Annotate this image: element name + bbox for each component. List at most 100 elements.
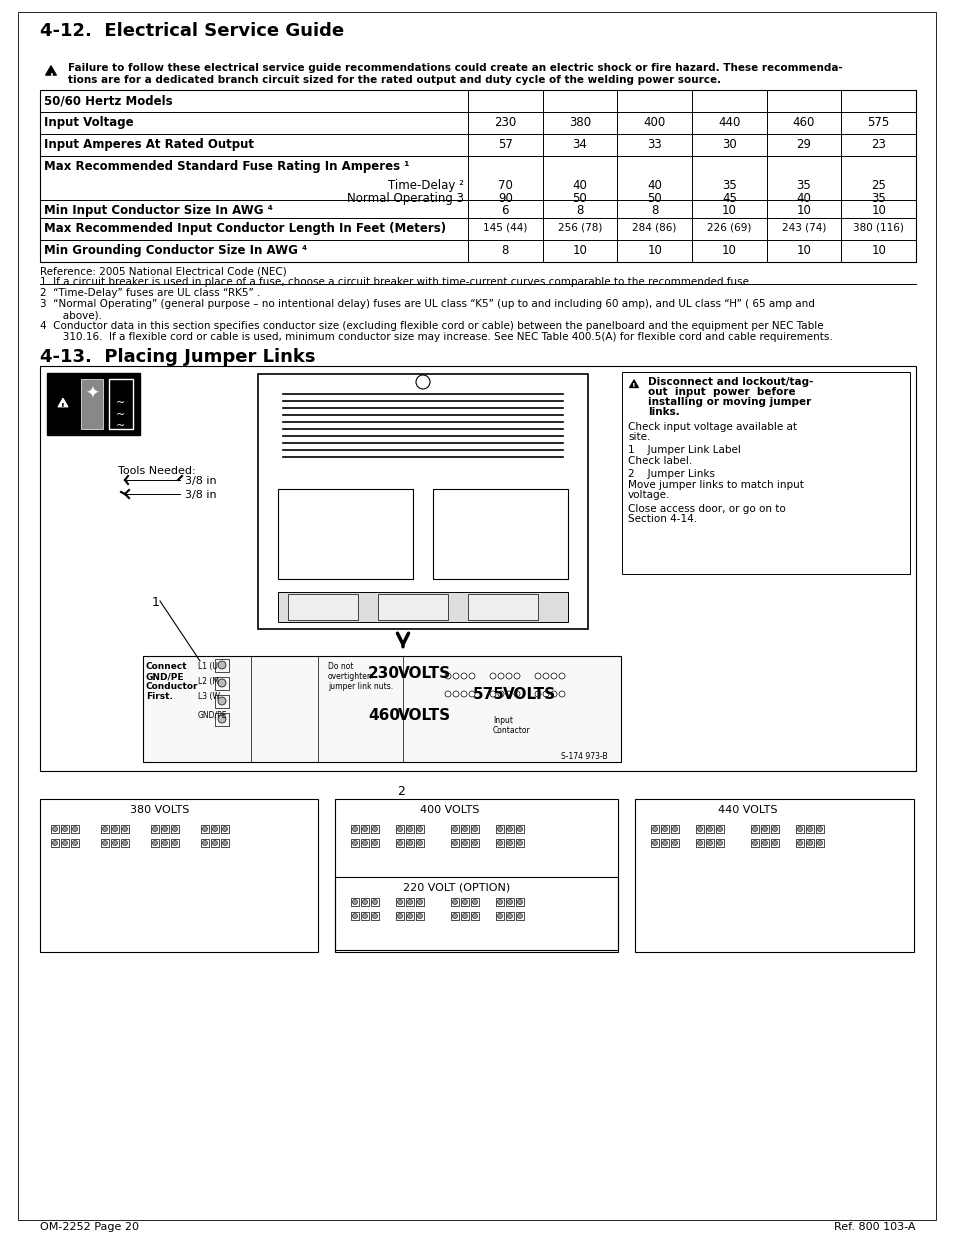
Bar (288, 594, 357, 620)
Circle shape (517, 914, 522, 919)
Text: 10: 10 (721, 245, 736, 257)
Text: !: ! (632, 384, 635, 393)
Text: 29: 29 (796, 138, 811, 151)
Circle shape (772, 841, 777, 846)
Bar (406, 839, 414, 847)
Text: 3  “Normal Operating” (general purpose – no intentional delay) fuses are UL clas: 3 “Normal Operating” (general purpose – … (40, 299, 814, 309)
Circle shape (362, 899, 367, 904)
Circle shape (452, 841, 457, 846)
Circle shape (558, 692, 564, 697)
Bar (805, 839, 813, 847)
Circle shape (397, 914, 402, 919)
Bar (51, 825, 59, 832)
Polygon shape (46, 65, 56, 75)
Circle shape (652, 826, 657, 831)
Text: 380 (116): 380 (116) (852, 222, 903, 232)
Circle shape (661, 826, 667, 831)
Bar (496, 839, 503, 847)
Bar (51, 839, 59, 847)
Bar (696, 839, 703, 847)
Bar (121, 825, 129, 832)
Bar (143, 656, 620, 762)
Bar (395, 898, 403, 906)
Bar (770, 839, 779, 847)
Bar (416, 839, 423, 847)
Text: 575: 575 (473, 687, 504, 701)
Bar (496, 911, 503, 920)
Text: L3 (W: L3 (W (198, 692, 220, 701)
Circle shape (102, 826, 108, 831)
Circle shape (52, 826, 57, 831)
Circle shape (517, 826, 522, 831)
Circle shape (472, 826, 477, 831)
Circle shape (472, 841, 477, 846)
Circle shape (551, 692, 557, 697)
Circle shape (444, 692, 451, 697)
Polygon shape (58, 398, 68, 406)
Circle shape (507, 914, 512, 919)
Text: links.: links. (647, 408, 679, 417)
Text: L2 (M: L2 (M (198, 677, 219, 685)
Text: 226 (69): 226 (69) (706, 222, 751, 232)
Bar (471, 825, 478, 832)
Text: 90: 90 (497, 191, 512, 205)
Bar (47, 373, 140, 435)
Circle shape (517, 899, 522, 904)
Circle shape (162, 826, 168, 831)
Text: 575: 575 (866, 116, 889, 128)
Bar (460, 911, 469, 920)
Bar (161, 825, 169, 832)
Text: 460: 460 (792, 116, 814, 128)
Circle shape (152, 841, 157, 846)
Bar (71, 825, 79, 832)
Bar (171, 839, 179, 847)
Text: 1: 1 (152, 597, 160, 609)
Circle shape (352, 914, 357, 919)
Bar (496, 825, 503, 832)
Text: Tools Needed:: Tools Needed: (118, 466, 195, 475)
Bar (360, 839, 369, 847)
Bar (505, 825, 514, 832)
Circle shape (490, 673, 496, 679)
Bar (101, 825, 109, 832)
Text: 4-12.  Electrical Service Guide: 4-12. Electrical Service Guide (40, 22, 344, 40)
Circle shape (202, 841, 208, 846)
Circle shape (72, 841, 77, 846)
Text: !: ! (50, 74, 54, 83)
Circle shape (372, 899, 377, 904)
Circle shape (490, 692, 496, 697)
Circle shape (672, 841, 677, 846)
Text: 6: 6 (501, 204, 509, 217)
Text: Input: Input (493, 716, 513, 725)
Bar (335, 877, 618, 950)
Text: Max Recommended Standard Fuse Rating In Amperes ¹: Max Recommended Standard Fuse Rating In … (44, 161, 409, 173)
Bar (360, 825, 369, 832)
Circle shape (372, 841, 377, 846)
Circle shape (497, 914, 502, 919)
Circle shape (453, 673, 458, 679)
Text: voltage.: voltage. (627, 490, 670, 500)
Bar (505, 898, 514, 906)
Text: L1 (U: L1 (U (198, 662, 217, 671)
Bar (395, 825, 403, 832)
Text: site.: site. (627, 432, 650, 442)
Bar (101, 839, 109, 847)
Bar (61, 825, 69, 832)
Text: OM-2252 Page 20: OM-2252 Page 20 (40, 1221, 139, 1233)
Bar (760, 839, 768, 847)
Bar (416, 825, 423, 832)
Bar (360, 911, 369, 920)
Circle shape (213, 826, 217, 831)
Circle shape (558, 673, 564, 679)
Bar (516, 825, 523, 832)
Text: Move jumper links to match input: Move jumper links to match input (627, 480, 803, 490)
Text: Close access door, or go on to: Close access door, or go on to (627, 504, 785, 514)
Circle shape (462, 914, 467, 919)
Text: 230: 230 (494, 116, 516, 128)
Text: above).: above). (40, 310, 102, 320)
Text: 25: 25 (870, 179, 885, 191)
Text: 30: 30 (721, 138, 736, 151)
Circle shape (507, 841, 512, 846)
Text: 256 (78): 256 (78) (558, 222, 601, 232)
Circle shape (172, 841, 177, 846)
